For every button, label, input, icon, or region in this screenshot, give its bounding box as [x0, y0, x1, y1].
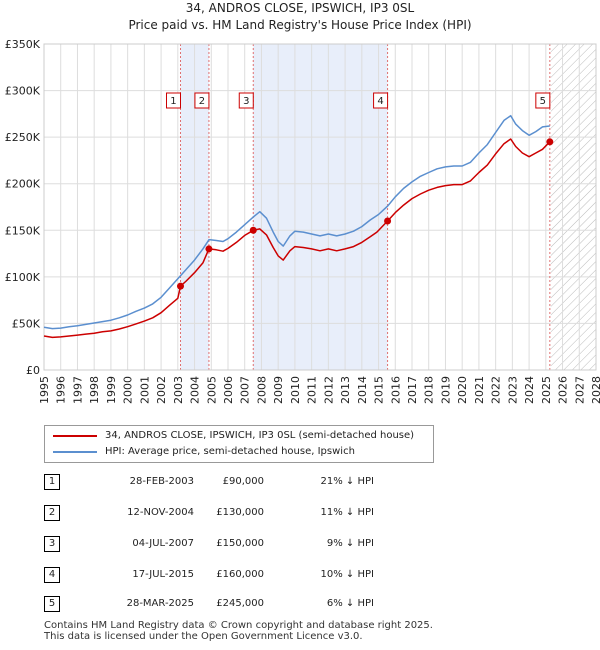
legend-swatch-hpi [53, 451, 97, 453]
sale-label-box [194, 92, 210, 109]
y-tick-label: £150K [5, 224, 41, 237]
x-tick-label: 2014 [356, 376, 369, 404]
sale-date: 28-FEB-2003 [129, 476, 194, 487]
x-tick-label: 2013 [339, 376, 352, 404]
sale-date: 04-JUL-2007 [132, 538, 194, 549]
sale-label-number: 2 [199, 96, 205, 107]
sale-price: £160,000 [216, 569, 264, 580]
sale-row: 4 17-JUL-2015 £160,000 10% ↓ HPI [44, 567, 444, 583]
x-tick-label: 2024 [523, 376, 536, 404]
sale-point [176, 282, 184, 290]
x-tick-label: 2026 [557, 376, 570, 404]
x-tick-label: 2019 [439, 376, 452, 404]
sale-row: 5 28-MAR-2025 £245,000 6% ↓ HPI [44, 596, 444, 612]
legend-label-property: 34, ANDROS CLOSE, IPSWICH, IP3 0SL (semi… [105, 430, 415, 441]
sale-hpi-diff: 9% ↓ HPI [326, 538, 374, 549]
x-tick-label: 1998 [88, 376, 101, 404]
y-tick-label: £350K [5, 38, 41, 51]
legend-swatch-property [53, 435, 97, 437]
sale-number: 2 [44, 505, 60, 521]
sale-row: 2 12-NOV-2004 £130,000 11% ↓ HPI [44, 505, 444, 521]
sale-hpi-diff: 11% ↓ HPI [320, 507, 374, 518]
x-tick-label: 2009 [272, 376, 285, 404]
sale-hpi-diff: 10% ↓ HPI [320, 569, 374, 580]
sale-label-box [165, 92, 181, 109]
sale-row: 1 28-FEB-2003 £90,000 21% ↓ HPI [44, 474, 444, 490]
sale-price: £245,000 [216, 598, 264, 609]
price-chart: £0 £50K £100K £150K £200K £250K £300K £350K 1995… [5, 38, 600, 404]
sale-label-box [535, 92, 551, 109]
sale-number: 5 [44, 596, 60, 612]
y-tick-label: £250K [5, 131, 41, 144]
x-tick-label: 2011 [306, 376, 319, 404]
sale-point [384, 217, 392, 225]
x-tick-label: 2022 [490, 376, 503, 404]
x-tick-label: 2010 [289, 376, 302, 404]
sale-label-number: 1 [170, 96, 176, 107]
x-tick-label: 2001 [138, 376, 151, 404]
sale-date: 12-NOV-2004 [127, 507, 194, 518]
sale-point [249, 226, 257, 234]
x-tick-label: 2000 [122, 376, 135, 404]
footer-copyright: Contains HM Land Registry data © Crown c… [44, 620, 433, 631]
x-tick-label: 2018 [423, 376, 436, 404]
x-tick-label: 2017 [406, 376, 419, 404]
sale-row: 3 04-JUL-2007 £150,000 9% ↓ HPI [44, 536, 444, 552]
y-tick-label: £300K [5, 85, 41, 98]
legend-label-hpi: HPI: Average price, semi-detached house,… [105, 446, 355, 457]
x-tick-label: 1997 [71, 376, 84, 404]
y-tick-label: £0 [26, 364, 40, 377]
x-tick-label: 2007 [239, 376, 252, 404]
property-series-line [43, 138, 551, 339]
sale-number: 1 [44, 474, 60, 490]
x-tick-label: 2006 [222, 376, 235, 404]
x-tick-label: 1995 [38, 376, 51, 404]
chart-title: 34, ANDROS CLOSE, IPSWICH, IP3 0SL [185, 1, 415, 15]
sale-date: 17-JUL-2015 [132, 569, 194, 580]
y-tick-label: £200K [5, 178, 41, 191]
hpi-series-line [43, 114, 550, 330]
x-tick-label: 2027 [573, 376, 586, 404]
sale-price: £90,000 [222, 476, 264, 487]
x-tick-label: 2015 [373, 376, 386, 404]
x-tick-label: 2028 [590, 376, 600, 404]
sale-date: 28-MAR-2025 [126, 598, 194, 609]
sale-label-box [373, 92, 389, 109]
x-tick-label: 2025 [540, 376, 553, 404]
sale-label-number: 3 [243, 96, 249, 107]
sale-label-number: 4 [377, 96, 383, 107]
sale-price: £130,000 [216, 507, 264, 518]
sale-hpi-diff: 21% ↓ HPI [320, 476, 374, 487]
x-tick-label: 2012 [322, 376, 335, 404]
x-tick-label: 2002 [155, 376, 168, 404]
x-tick-label: 2005 [205, 376, 218, 404]
x-tick-label: 2003 [172, 376, 185, 404]
x-tick-label: 2016 [389, 376, 402, 404]
sale-label-box [238, 92, 254, 109]
sale-price: £150,000 [216, 538, 264, 549]
sale-hpi-diff: 6% ↓ HPI [326, 598, 374, 609]
forecast-hatch [550, 44, 596, 370]
y-tick-label: £50K [12, 317, 41, 330]
x-tick-label: 2023 [506, 376, 519, 404]
x-tick-label: 1996 [55, 376, 68, 404]
plot-border [43, 43, 597, 371]
footer-licence: This data is licensed under the Open Gov… [44, 631, 363, 642]
y-tick-label: £100K [5, 271, 41, 284]
sale-number: 3 [44, 536, 60, 552]
x-tick-label: 2020 [456, 376, 469, 404]
x-tick-label: 1999 [105, 376, 118, 404]
x-tick-label: 2008 [255, 376, 268, 404]
sale-point [205, 245, 213, 253]
sale-point [546, 138, 554, 146]
chart-subtitle: Price paid vs. HM Land Registry's House … [128, 18, 472, 32]
ownership-band [253, 44, 388, 370]
x-tick-label: 2021 [473, 376, 486, 404]
x-tick-label: 2004 [189, 376, 202, 404]
sale-number: 4 [44, 567, 60, 583]
sale-label-number: 5 [540, 96, 546, 107]
chart-legend: 34, ANDROS CLOSE, IPSWICH, IP3 0SL (semi… [44, 425, 434, 463]
